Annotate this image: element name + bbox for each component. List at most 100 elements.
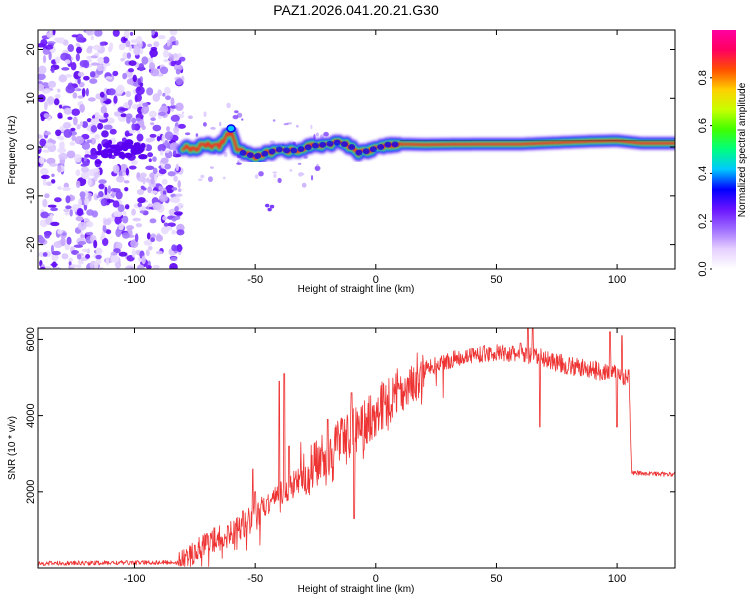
noise-blob	[166, 39, 171, 47]
noise-blob	[53, 266, 61, 269]
noise-blob	[151, 30, 156, 36]
noise-blob	[123, 102, 130, 109]
noise-blob	[85, 253, 91, 259]
noise-blob	[136, 133, 144, 142]
noise-blob	[42, 177, 47, 187]
noise-blob	[73, 244, 84, 248]
scatter-blob	[226, 102, 231, 109]
signal-blob	[268, 148, 276, 155]
noise-blob	[60, 52, 70, 61]
noise-blob	[80, 234, 85, 238]
scatter-blob	[265, 203, 270, 208]
spectrogram-x-tick-label: 50	[490, 274, 502, 286]
noise-blob	[67, 44, 75, 53]
noise-blob	[58, 152, 68, 161]
noise-blob	[114, 260, 122, 269]
noise-blob	[112, 164, 120, 174]
noise-blob	[57, 88, 61, 93]
noise-blob	[95, 247, 103, 255]
noise-blob	[106, 199, 115, 203]
noise-blob	[53, 37, 62, 42]
noise-blob	[85, 231, 94, 236]
noise-blob	[76, 46, 82, 54]
noise-blob	[143, 239, 153, 246]
noise-blob-dense	[97, 143, 102, 152]
snr-y-axis: 2000 4000 6000	[25, 327, 675, 504]
noise-blob	[50, 66, 55, 74]
noise-blob	[148, 245, 153, 251]
noise-blob	[99, 91, 105, 98]
noise-blob	[116, 84, 125, 94]
noise-blob-dense	[102, 149, 109, 155]
scatter-blob	[297, 162, 302, 165]
noise-blob	[38, 134, 43, 139]
noise-blob	[87, 59, 93, 63]
noise-blob	[103, 218, 112, 226]
scatter-blob	[184, 132, 191, 136]
noise-blob	[150, 68, 160, 77]
scatter-blob	[310, 124, 313, 130]
noise-blob	[77, 259, 84, 265]
noise-blob	[93, 193, 99, 201]
noise-blob	[93, 240, 98, 249]
noise-blob	[74, 153, 82, 163]
noise-blob	[158, 168, 167, 175]
noise-blob	[113, 95, 118, 104]
noise-blob	[83, 59, 90, 69]
noise-blob	[145, 165, 155, 171]
noise-blob	[91, 168, 100, 173]
noise-blob	[85, 87, 89, 97]
noise-blob	[48, 51, 52, 61]
noise-blob	[149, 133, 157, 138]
scatter-blob	[267, 207, 272, 212]
noise-blob	[85, 221, 94, 228]
noise-blob	[120, 113, 127, 118]
spectrogram-y-axis-title: Frequency (Hz)	[7, 116, 18, 185]
scatter-blob	[182, 111, 185, 114]
noise-blob	[161, 134, 166, 144]
noise-blob	[124, 130, 130, 137]
noise-blob	[43, 131, 51, 136]
noise-blob	[145, 249, 150, 257]
noise-blob	[66, 236, 72, 245]
noise-blob	[175, 68, 181, 75]
noise-blob	[173, 64, 184, 72]
noise-blob	[177, 123, 186, 129]
noise-blob	[170, 60, 176, 67]
noise-blob	[123, 30, 130, 39]
noise-blob	[112, 30, 120, 37]
noise-blob	[125, 167, 130, 176]
noise-blob	[101, 130, 109, 138]
noise-blob	[150, 233, 157, 239]
noise-blob	[107, 88, 116, 96]
noise-blob	[175, 163, 180, 172]
noise-blob	[162, 92, 166, 97]
noise-blob	[74, 135, 85, 145]
noise-blob	[105, 229, 112, 235]
signal-blob	[319, 141, 327, 148]
noise-blob-dense	[135, 145, 142, 153]
noise-blob-dense	[104, 142, 110, 149]
noise-blob	[59, 104, 63, 109]
noise-blob	[79, 103, 85, 113]
scatter-blob	[295, 124, 299, 128]
noise-blob	[165, 184, 175, 194]
spectrogram-y-tick-label: 20	[25, 43, 37, 55]
signal-blob	[311, 142, 319, 149]
noise-blob	[55, 56, 61, 64]
scatter-blob	[323, 131, 329, 137]
noise-blob	[131, 103, 139, 110]
noise-blob	[87, 139, 92, 144]
noise-blob	[46, 41, 56, 45]
snr-x-tick-label: 100	[608, 573, 626, 585]
noise-blob	[75, 169, 81, 177]
noise-blob	[53, 241, 63, 248]
colorbar-tick-label: 0.4	[697, 166, 709, 181]
noise-blob	[94, 261, 99, 269]
noise-blob	[146, 232, 151, 240]
spectrogram-x-tick-label: 0	[373, 274, 379, 286]
noise-blob	[173, 175, 178, 182]
noise-blob	[154, 173, 158, 183]
noise-blob	[160, 157, 169, 164]
noise-blob	[158, 194, 168, 203]
